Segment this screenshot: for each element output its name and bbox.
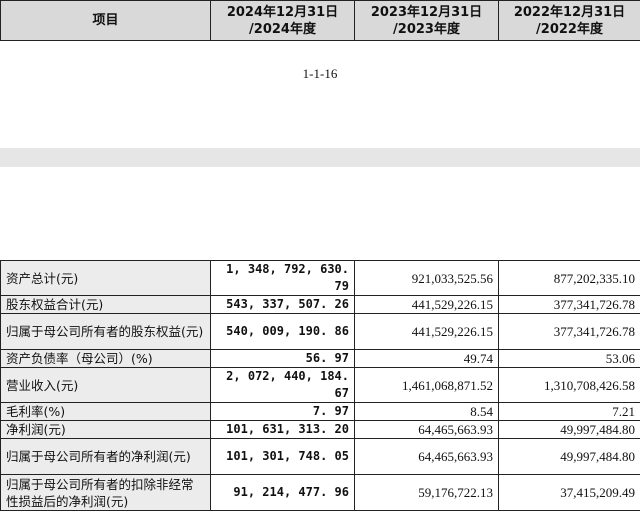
financial-data-table: 资产总计(元) 1, 348, 792, 630. 79 921,033,525… [0,260,640,511]
row-label: 营业收入(元) [1,368,211,403]
header-2023-year: /2023年度 [360,21,493,38]
value-2024: 540, 009, 190. 86 [211,314,355,350]
header-2022-year: /2022年度 [504,21,635,38]
header-2024-year: /2024年度 [216,21,349,38]
value-2022: 49,997,484.80 [499,439,640,475]
header-2024: 2024年12月31日 /2024年度 [211,1,355,41]
value-2022: 1,310,708,426.58 [499,368,640,403]
table-row: 归属于母公司所有者的净利润(元) 101, 301, 748. 05 64,46… [1,439,640,475]
row-label: 归属于母公司所有者的股东权益(元) [1,314,211,350]
value-2023: 59,176,722.13 [355,475,499,511]
header-2024-date: 2024年12月31日 [216,4,349,21]
value-2022: 377,341,726.78 [499,314,640,350]
value-2024: 7. 97 [211,403,355,421]
row-label: 资产总计(元) [1,261,211,296]
header-2022: 2022年12月31日 /2022年度 [499,1,640,41]
row-label: 归属于母公司所有者的扣除非经常性损益后的净利润(元) [1,475,211,511]
value-2023: 49.74 [355,350,499,368]
value-2022: 53.06 [499,350,640,368]
value-2024: 91, 214, 477. 96 [211,475,355,511]
row-label: 毛利率(%) [1,403,211,421]
header-2022-date: 2022年12月31日 [504,4,635,21]
value-2022: 377,341,726.78 [499,296,640,314]
page-number: 1-1-16 [0,66,640,82]
value-2024: 1, 348, 792, 630. 79 [211,261,355,296]
table-row: 归属于母公司所有者的扣除非经常性损益后的净利润(元) 91, 214, 477.… [1,475,640,511]
value-2024: 101, 301, 748. 05 [211,439,355,475]
table-row: 股东权益合计(元) 543, 337, 507. 26 441,529,226.… [1,296,640,314]
row-label: 归属于母公司所有者的净利润(元) [1,439,211,475]
value-2023: 921,033,525.56 [355,261,499,296]
table-row: 毛利率(%) 7. 97 8.54 7.21 [1,403,640,421]
value-2023: 64,465,663.93 [355,439,499,475]
value-2024: 543, 337, 507. 26 [211,296,355,314]
header-table: 项目 2024年12月31日 /2024年度 2023年12月31日 /2023… [0,0,640,41]
header-2023: 2023年12月31日 /2023年度 [355,1,499,41]
value-2023: 8.54 [355,403,499,421]
value-2024: 2, 072, 440, 184. 67 [211,368,355,403]
page-separator [0,148,640,167]
header-item-label: 项目 [6,12,205,29]
value-2022: 877,202,335.10 [499,261,640,296]
value-2023: 64,465,663.93 [355,421,499,439]
table-row: 资产负债率（母公司）(%) 56. 97 49.74 53.06 [1,350,640,368]
row-label: 股东权益合计(元) [1,296,211,314]
value-2023: 441,529,226.15 [355,296,499,314]
header-row: 项目 2024年12月31日 /2024年度 2023年12月31日 /2023… [1,1,640,41]
value-2023: 1,461,068,871.52 [355,368,499,403]
value-2024: 56. 97 [211,350,355,368]
value-2023: 441,529,226.15 [355,314,499,350]
value-2024: 101, 631, 313. 20 [211,421,355,439]
value-2022: 37,415,209.49 [499,475,640,511]
table-row: 净利润(元) 101, 631, 313. 20 64,465,663.93 4… [1,421,640,439]
value-2022: 49,997,484.80 [499,421,640,439]
row-label: 净利润(元) [1,421,211,439]
value-2022: 7.21 [499,403,640,421]
table-row: 资产总计(元) 1, 348, 792, 630. 79 921,033,525… [1,261,640,296]
header-2023-date: 2023年12月31日 [360,4,493,21]
table-row: 营业收入(元) 2, 072, 440, 184. 67 1,461,068,8… [1,368,640,403]
row-label: 资产负债率（母公司）(%) [1,350,211,368]
table-row: 归属于母公司所有者的股东权益(元) 540, 009, 190. 86 441,… [1,314,640,350]
header-item: 项目 [1,1,211,41]
